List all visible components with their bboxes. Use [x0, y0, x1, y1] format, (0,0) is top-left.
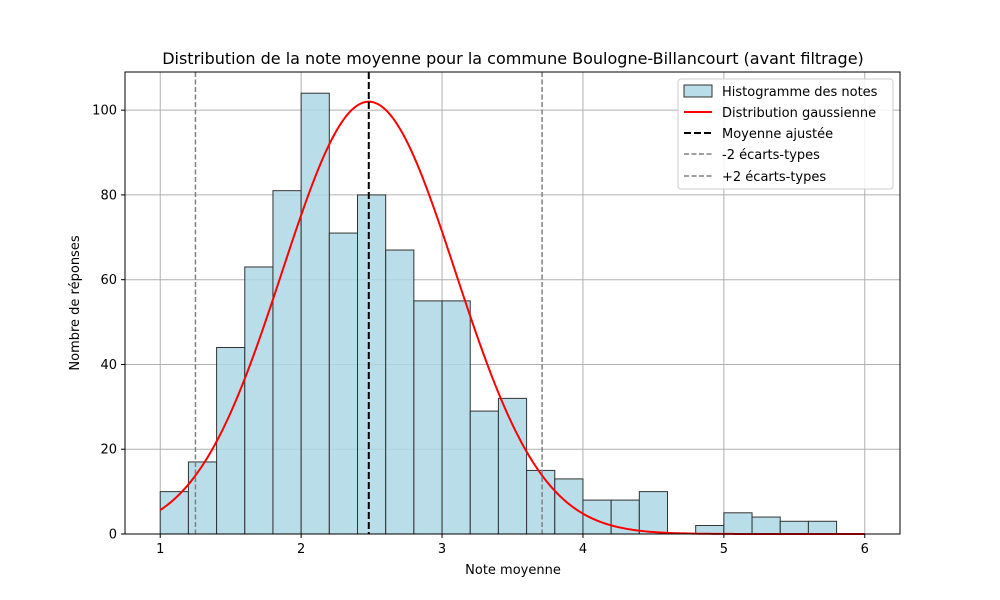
- histogram-bar: [187, 461, 218, 535]
- histogram-bar: [441, 300, 471, 535]
- histogram-bar: [244, 266, 274, 535]
- legend-label-plus-2sd: +2 écarts-types: [722, 170, 826, 185]
- histogram-bar: [357, 194, 387, 535]
- legend: Histogramme des notes Distribution gauss…: [677, 78, 894, 190]
- histogram-bar: [413, 300, 443, 535]
- x-tick-label: 4: [579, 542, 587, 557]
- chart-title: Distribution de la note moyenne pour la …: [162, 49, 864, 68]
- legend-box: [677, 78, 894, 190]
- y-tick-label: 40: [100, 358, 117, 373]
- x-tick-label: 3: [438, 542, 446, 557]
- legend-label-mean: Moyenne ajustée: [722, 127, 833, 142]
- histogram-bar: [272, 190, 302, 535]
- x-tick-label: 6: [861, 542, 869, 557]
- x-tick-label: 5: [720, 542, 728, 557]
- y-tick-label: 60: [100, 273, 117, 288]
- legend-label-histogram: Histogramme des notes: [722, 85, 878, 100]
- legend-label-gaussian: Distribution gaussienne: [722, 106, 876, 121]
- plot-frame: [124, 71, 901, 535]
- y-tick-label: 20: [100, 443, 117, 458]
- x-tick-label: 1: [156, 542, 164, 557]
- histogram-bar: [497, 397, 528, 535]
- histogram-bar: [216, 347, 246, 535]
- histogram-bar: [385, 249, 415, 535]
- histogram-bar: [554, 478, 584, 535]
- y-tick-label: 80: [100, 188, 117, 203]
- legend-swatch-histogram: [683, 84, 713, 98]
- histogram-bar: [638, 491, 668, 535]
- histogram-bar: [807, 520, 838, 535]
- histogram-bar: [723, 512, 753, 535]
- y-tick-label: 100: [92, 104, 117, 119]
- histogram-bar: [300, 92, 330, 535]
- legend-label-minus-2sd: -2 écarts-types: [722, 148, 820, 163]
- y-tick-label: 0: [109, 528, 117, 543]
- histogram-bar: [469, 410, 499, 535]
- x-axis-label: Note moyenne: [465, 563, 561, 578]
- y-axis-label: Nombre de réponses: [68, 235, 83, 370]
- histogram-bar: [751, 516, 781, 535]
- histogram-bar: [779, 520, 809, 535]
- x-tick-label: 2: [297, 542, 305, 557]
- histogram-bar: [328, 232, 358, 535]
- histogram-bar: [526, 469, 556, 535]
